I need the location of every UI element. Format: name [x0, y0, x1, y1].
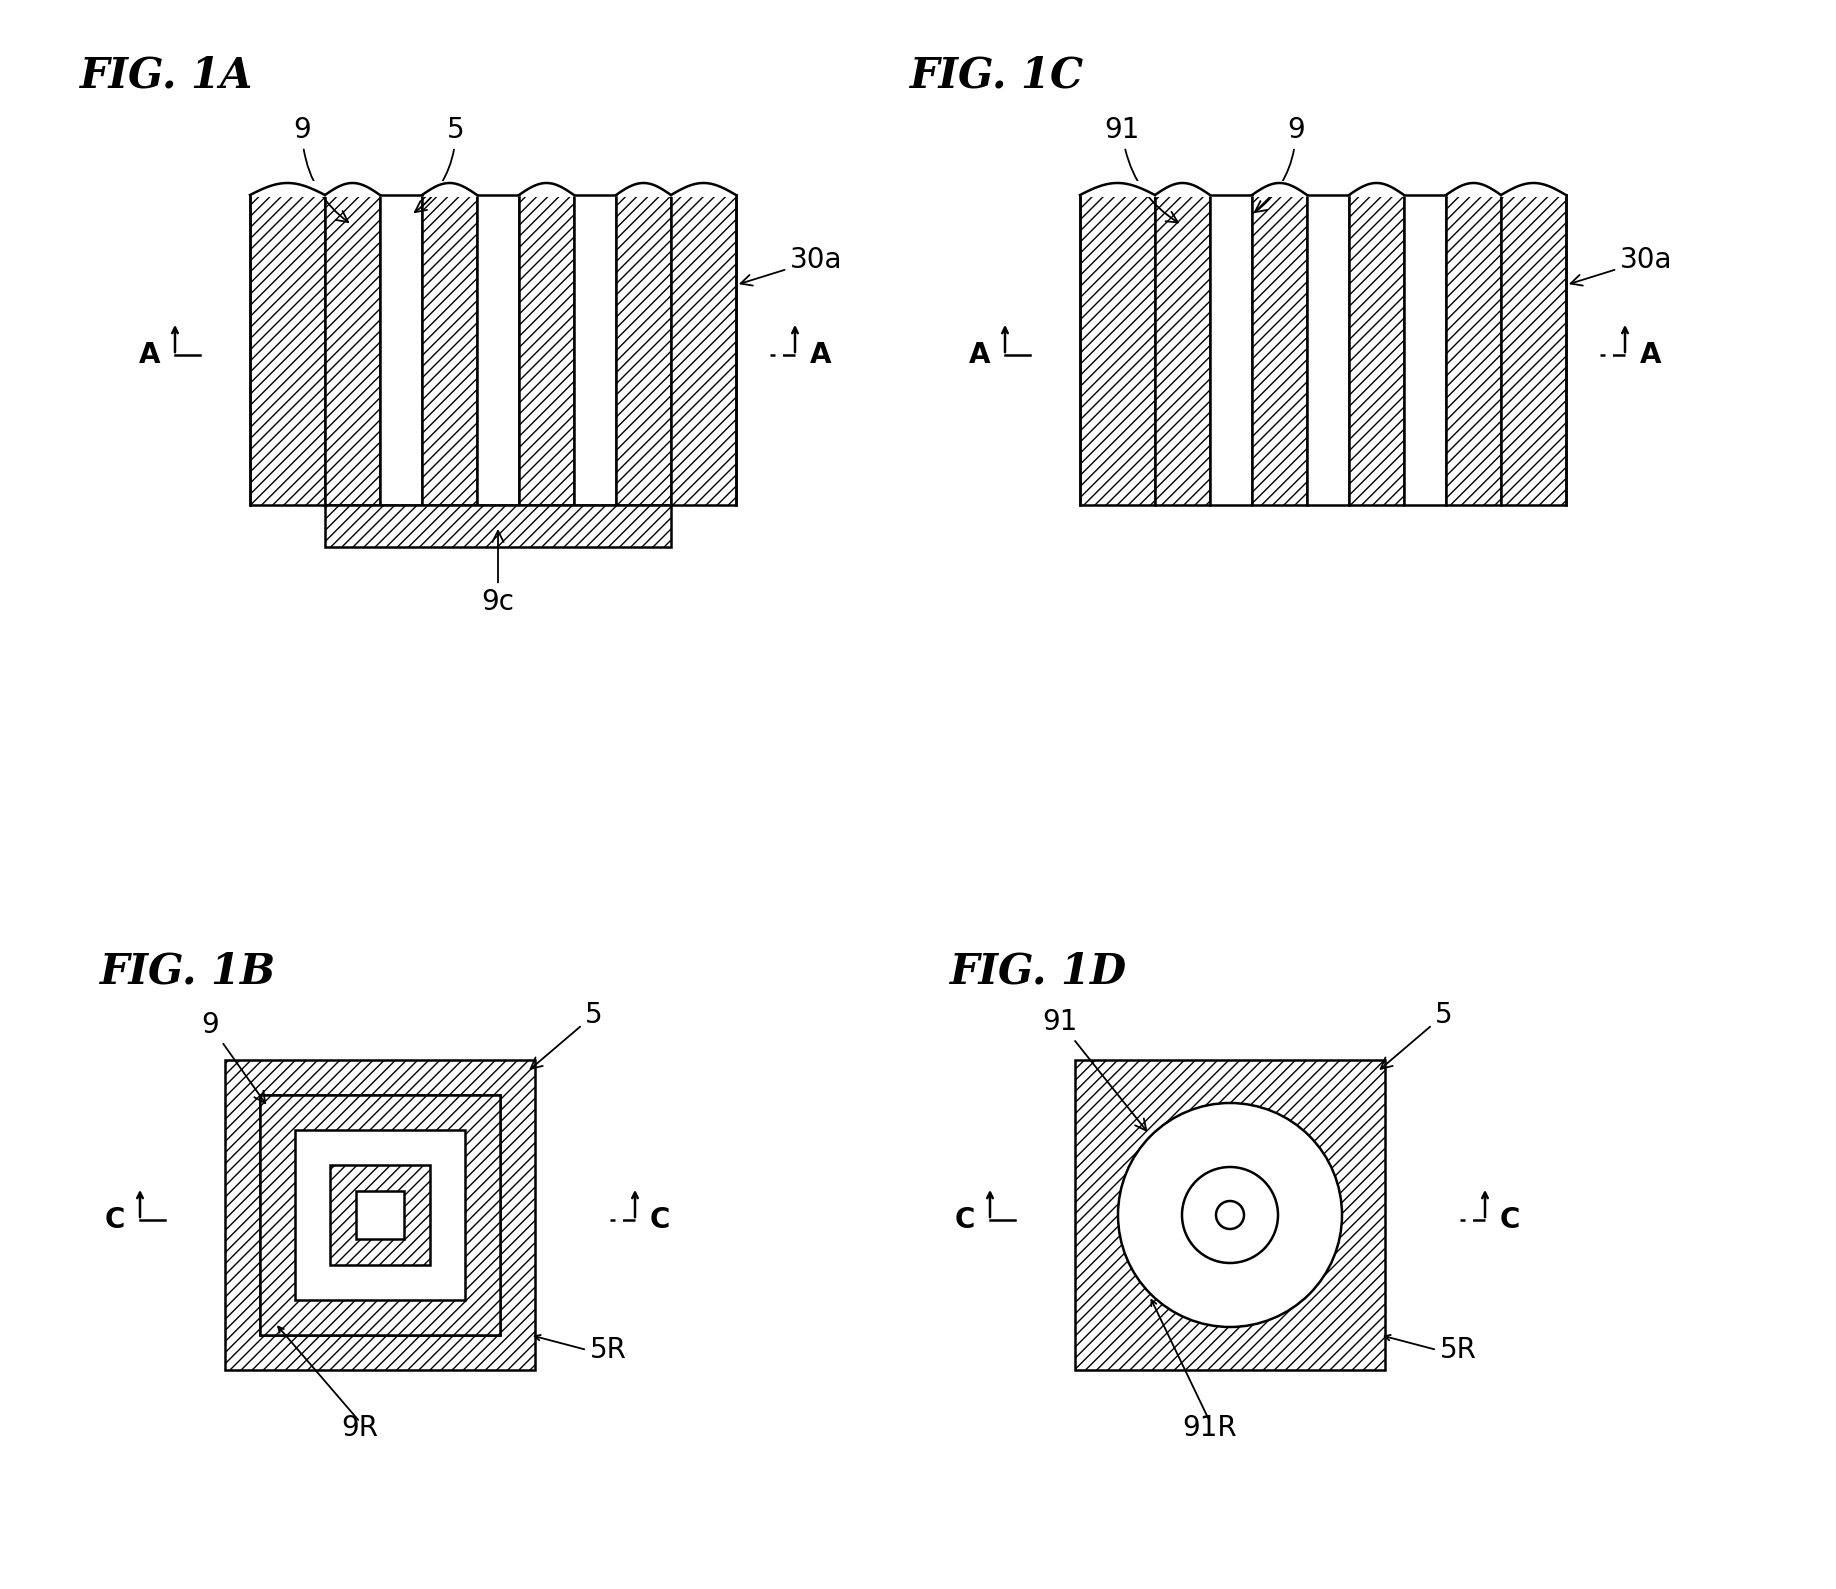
Bar	[670, 181, 736, 197]
Text: 5: 5	[415, 116, 465, 213]
Bar	[261, 1095, 499, 1335]
Bar	[380, 195, 422, 505]
Text: 91: 91	[1043, 1007, 1146, 1131]
Bar	[477, 181, 520, 197]
Bar	[1502, 195, 1566, 505]
Text: FIG. 1D: FIG. 1D	[949, 950, 1127, 992]
Bar	[226, 1060, 534, 1370]
Bar	[380, 181, 422, 197]
Bar	[1252, 195, 1307, 505]
Text: A: A	[1640, 342, 1662, 369]
Bar	[1405, 181, 1447, 197]
Text: C: C	[955, 1206, 975, 1235]
Text: C: C	[105, 1206, 125, 1235]
Text: 9c: 9c	[481, 531, 514, 617]
Bar	[670, 195, 736, 505]
Text: A: A	[969, 342, 990, 369]
Bar	[1076, 1060, 1384, 1370]
Bar	[422, 181, 477, 197]
Bar	[250, 195, 325, 505]
Bar	[617, 195, 670, 505]
Text: 91R: 91R	[1182, 1414, 1237, 1441]
Bar	[1210, 195, 1252, 505]
Text: 91: 91	[1103, 116, 1179, 222]
Bar	[1252, 181, 1307, 197]
Text: FIG. 1A: FIG. 1A	[81, 56, 253, 97]
Text: 5R: 5R	[1439, 1336, 1476, 1363]
Bar	[325, 505, 670, 547]
Text: FIG. 1B: FIG. 1B	[99, 950, 275, 992]
Bar	[520, 195, 575, 505]
Bar	[1155, 181, 1210, 197]
Bar	[261, 1095, 499, 1335]
Text: A: A	[810, 342, 832, 369]
Bar	[1349, 181, 1405, 197]
Bar	[1080, 195, 1155, 505]
Bar	[520, 181, 575, 197]
Text: 30a: 30a	[1570, 246, 1673, 286]
Text: C: C	[1500, 1206, 1520, 1235]
Bar	[296, 1130, 465, 1300]
Bar	[1307, 195, 1349, 505]
Text: A: A	[138, 342, 160, 369]
Bar	[1447, 195, 1502, 505]
Bar	[1155, 195, 1210, 505]
Bar	[330, 1165, 430, 1265]
Bar	[1210, 181, 1252, 197]
Text: 9R: 9R	[341, 1414, 378, 1441]
Bar	[575, 181, 617, 197]
Bar	[325, 195, 380, 505]
Bar	[250, 181, 325, 197]
Text: 5: 5	[531, 1001, 602, 1069]
Bar	[422, 195, 477, 505]
Bar	[1405, 195, 1447, 505]
Circle shape	[1215, 1201, 1245, 1228]
Text: 9: 9	[294, 116, 349, 222]
Bar	[1080, 181, 1155, 197]
Circle shape	[1182, 1166, 1278, 1263]
Text: 9: 9	[202, 1011, 264, 1103]
Bar	[477, 195, 520, 505]
Bar	[1307, 181, 1349, 197]
Bar	[617, 181, 670, 197]
Bar	[1502, 181, 1566, 197]
Circle shape	[1118, 1103, 1342, 1327]
Text: FIG. 1C: FIG. 1C	[911, 56, 1083, 97]
Bar	[1349, 195, 1405, 505]
Bar	[1447, 181, 1502, 197]
Text: 5: 5	[1381, 1001, 1452, 1069]
Text: 5R: 5R	[589, 1336, 626, 1363]
Bar	[356, 1192, 404, 1239]
Bar	[575, 195, 617, 505]
Bar	[325, 181, 380, 197]
Text: 9: 9	[1254, 116, 1305, 213]
Text: C: C	[650, 1206, 670, 1235]
Text: 30a: 30a	[740, 246, 843, 286]
